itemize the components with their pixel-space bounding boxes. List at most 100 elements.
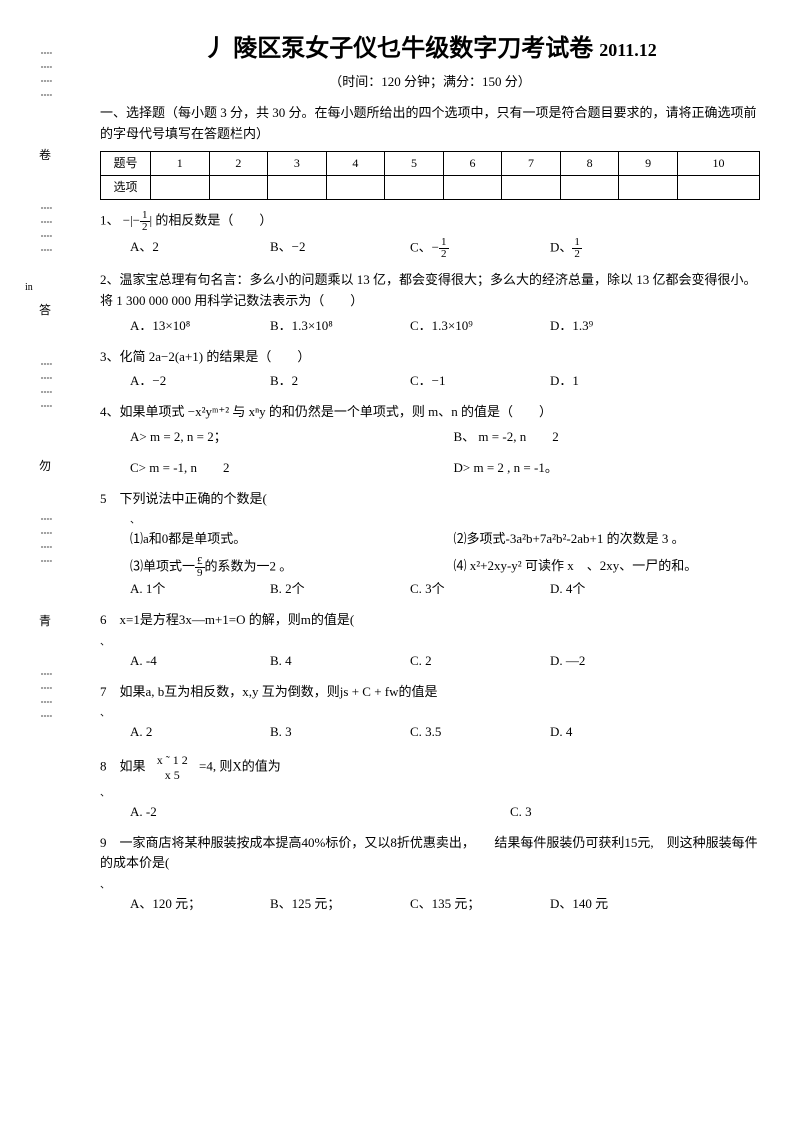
- opt-d: D、140 元: [550, 894, 650, 915]
- q3-stem: 3、化简 2a−2(a+1) 的结果是（ ）: [100, 347, 760, 368]
- subitem-3: ⑶单项式一£9的系数为一2 。: [130, 556, 414, 579]
- opt-b: B. 3: [270, 722, 370, 743]
- q1-stem-b: | 的相反数是（ ）: [150, 213, 273, 228]
- opt-c-pre: C、−: [410, 240, 439, 255]
- answer-cell[interactable]: [385, 175, 444, 199]
- side-char-3: 勿: [39, 457, 51, 476]
- margin-mark: in: [25, 280, 33, 296]
- dots: ┊┊┊┊: [37, 361, 53, 417]
- q8-stem: 8 如果 x ˜ 1 2 x 5 =4, 则X的值为: [100, 753, 760, 782]
- q8-options: A. -2 C. 3: [100, 802, 760, 823]
- question-4: 4、如果单项式 −x²yᵐ⁺² 与 xⁿy 的和仍然是一个单项式，则 m、n 的…: [100, 402, 760, 478]
- fraction: 12: [140, 210, 150, 233]
- opt-c: C、−12: [410, 237, 510, 260]
- fraction: £9: [195, 556, 205, 579]
- subtitle: （时间：120 分钟；满分：150 分）: [100, 72, 760, 93]
- s3b: 的系数为一2 。: [205, 559, 293, 574]
- opt-spacer: [270, 802, 470, 823]
- col-num: 4: [326, 151, 385, 175]
- opt-d: D、12: [550, 237, 650, 260]
- q4-stem: 4、如果单项式 −x²yᵐ⁺² 与 xⁿy 的和仍然是一个单项式，则 m、n 的…: [100, 402, 760, 423]
- dots: ┊┊┊┊: [37, 205, 53, 261]
- q1-options: A、2 B、−2 C、−12 D、12: [100, 237, 760, 260]
- opt-c: C. 3.5: [410, 722, 510, 743]
- opt-a: A. -2: [130, 802, 230, 823]
- q5-options: A. 1个 B. 2个 C. 3个 D. 4个: [100, 579, 760, 600]
- title-date: 2011.12: [599, 40, 657, 60]
- answer-cell[interactable]: [443, 175, 502, 199]
- q5-stem: 5 下列说法中正确的个数是(: [100, 489, 760, 510]
- answer-table: 题号 1 2 3 4 5 6 7 8 9 10 选项: [100, 151, 760, 200]
- tick: 、: [100, 706, 760, 722]
- binding-strip: ┊┊┊┊ 卷 ┊┊┊┊ 答 ┊┊┊┊ 勿 ┊┊┊┊ 青 ┊┊┊┊: [20, 50, 70, 850]
- answer-cell[interactable]: [326, 175, 385, 199]
- col-num: 7: [502, 151, 561, 175]
- question-2: 2、温家宝总理有句名言：多么小的问题乘以 13 亿，都会变得很大；多么大的经济总…: [100, 270, 760, 336]
- opt-a: A. 2: [130, 722, 230, 743]
- row-label: 选项: [101, 175, 151, 199]
- s3a: ⑶单项式一: [130, 559, 195, 574]
- opt-a: A、120 元；: [130, 894, 230, 915]
- col-num: 5: [385, 151, 444, 175]
- opt-a: A、2: [130, 237, 230, 260]
- opt-d: D．1: [550, 371, 650, 392]
- col-num: 6: [443, 151, 502, 175]
- opt-d: D. 4个: [550, 579, 650, 600]
- frac-r2: x 5: [157, 768, 188, 782]
- opt-b: B、−2: [270, 237, 370, 260]
- question-5: 5 下列说法中正确的个数是( 、 ⑴a和0都是单项式。 ⑵多项式-3a²b+7a…: [100, 489, 760, 600]
- tick: 、: [100, 635, 760, 651]
- opt-d-pre: D、: [550, 240, 572, 255]
- question-6: 6 x=1是方程3x—m+1=O 的解，则m的值是( 、 A. -4 B. 4 …: [100, 610, 760, 672]
- opt-b: B. 2个: [270, 579, 370, 600]
- q7-options: A. 2 B. 3 C. 3.5 D. 4: [100, 722, 760, 743]
- opt-d: D. —2: [550, 651, 650, 672]
- q6-stem: 6 x=1是方程3x—m+1=O 的解，则m的值是(: [100, 610, 760, 631]
- answer-cell[interactable]: [209, 175, 268, 199]
- answer-cell[interactable]: [268, 175, 327, 199]
- answer-cell[interactable]: [619, 175, 678, 199]
- table-row: 题号 1 2 3 4 5 6 7 8 9 10: [101, 151, 760, 175]
- answer-cell[interactable]: [677, 175, 759, 199]
- opt-c: C> m = -1, n 2: [130, 458, 414, 479]
- dots: ┊┊┊┊: [37, 516, 53, 572]
- fraction: 12: [439, 237, 449, 260]
- table-row: 选项: [101, 175, 760, 199]
- opt-a: A. -4: [130, 651, 230, 672]
- tick: 、: [100, 513, 760, 529]
- opt-d: D．1.3⁹: [550, 316, 650, 337]
- section-1-head: 一、选择题（每小题 3 分，共 30 分。在每小题所给出的四个选项中，只有一项是…: [100, 103, 760, 145]
- question-8: 8 如果 x ˜ 1 2 x 5 =4, 则X的值为 、 A. -2 C. 3: [100, 753, 760, 823]
- opt-b: B、125 元；: [270, 894, 370, 915]
- subitem-1: ⑴a和0都是单项式。: [130, 529, 414, 550]
- opt-c: C．1.3×10⁹: [410, 316, 510, 337]
- q9-stem: 9 一家商店将某种服装按成本提高40%标价，又以8折优惠卖出， 结果每件服装仍可…: [100, 833, 760, 875]
- opt-b: B．1.3×10⁸: [270, 316, 370, 337]
- opt-a: A．13×10⁸: [130, 316, 230, 337]
- fraction: 12: [572, 237, 582, 260]
- answer-cell[interactable]: [502, 175, 561, 199]
- col-num: 8: [560, 151, 619, 175]
- q7-stem: 7 如果a, b互为相反数，x,y 互为倒数，则js + C + fw的值是: [100, 682, 760, 703]
- subitem-4: ⑷ x²+2xy-y² 可读作 x 、2xy、一尸的和。: [454, 556, 738, 579]
- q6-options: A. -4 B. 4 C. 2 D. —2: [100, 651, 760, 672]
- subitem-2: ⑵多项式-3a²b+7a²b²-2ab+1 的次数是 3 。: [454, 529, 738, 550]
- opt-c: C. 3个: [410, 579, 510, 600]
- frac-d: 2: [140, 222, 150, 233]
- frac-d: 9: [195, 568, 205, 579]
- q4-options: A> m = 2, n = 2； B、 m = -2, n 2 C> m = -…: [100, 427, 760, 479]
- col-num: 2: [209, 151, 268, 175]
- frac-r1: x ˜ 1 2: [157, 753, 188, 767]
- side-char-2: 答: [39, 301, 51, 320]
- tick: 、: [100, 878, 760, 894]
- q2-stem: 2、温家宝总理有句名言：多么小的问题乘以 13 亿，都会变得很大；多么大的经济总…: [100, 270, 760, 312]
- dots: ┊┊┊┊: [37, 50, 53, 106]
- answer-cell[interactable]: [560, 175, 619, 199]
- tick: 、: [100, 786, 760, 802]
- opt-a: A．−2: [130, 371, 230, 392]
- answer-cell[interactable]: [151, 175, 210, 199]
- opt-b: B．2: [270, 371, 370, 392]
- q2-options: A．13×10⁸ B．1.3×10⁸ C．1.3×10⁹ D．1.3⁹: [100, 316, 760, 337]
- side-char-1: 卷: [39, 146, 51, 165]
- col-num: 3: [268, 151, 327, 175]
